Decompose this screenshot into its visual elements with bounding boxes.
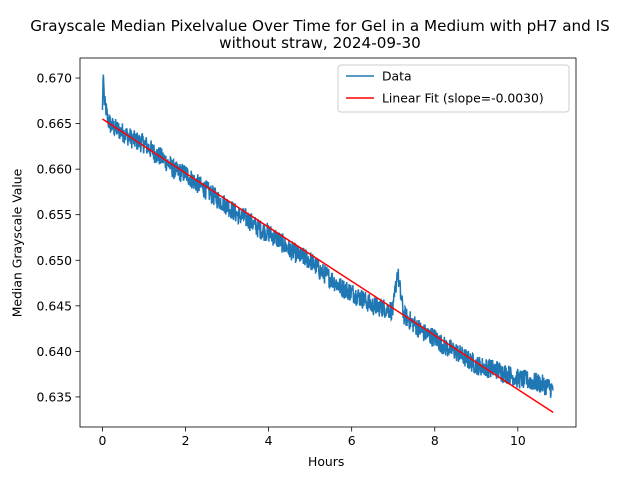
x-tick-label: 0 xyxy=(98,433,106,448)
chart-title-line-1: Grayscale Median Pixelvalue Over Time fo… xyxy=(30,17,610,35)
series-data-line xyxy=(101,74,554,398)
y-tick-label: 0.645 xyxy=(37,298,72,313)
y-tick-label: 0.670 xyxy=(37,71,73,86)
legend-entry: Linear Fit (slope=-0.0030) xyxy=(382,91,544,106)
y-tick-label: 0.655 xyxy=(37,207,72,222)
x-tick-label: 2 xyxy=(182,433,190,448)
plot-frame xyxy=(79,57,577,428)
y-tick-label: 0.635 xyxy=(37,389,72,404)
x-tick-label: 8 xyxy=(431,433,439,448)
chart-title-line-2: without straw, 2024-09-30 xyxy=(219,34,421,52)
y-tick-label: 0.665 xyxy=(37,116,72,131)
x-tick-label: 10 xyxy=(510,433,526,448)
series-linear-fit-line xyxy=(102,118,554,414)
legend-box xyxy=(337,64,570,113)
y-tick-label: 0.650 xyxy=(37,253,73,268)
x-tick-label: 4 xyxy=(265,433,273,448)
y-tick-label: 0.660 xyxy=(37,162,73,177)
y-tick-label: 0.640 xyxy=(37,344,73,359)
x-tick-label: 6 xyxy=(348,433,356,448)
legend-entry: Data xyxy=(382,69,412,84)
x-axis-label: Hours xyxy=(308,454,345,469)
